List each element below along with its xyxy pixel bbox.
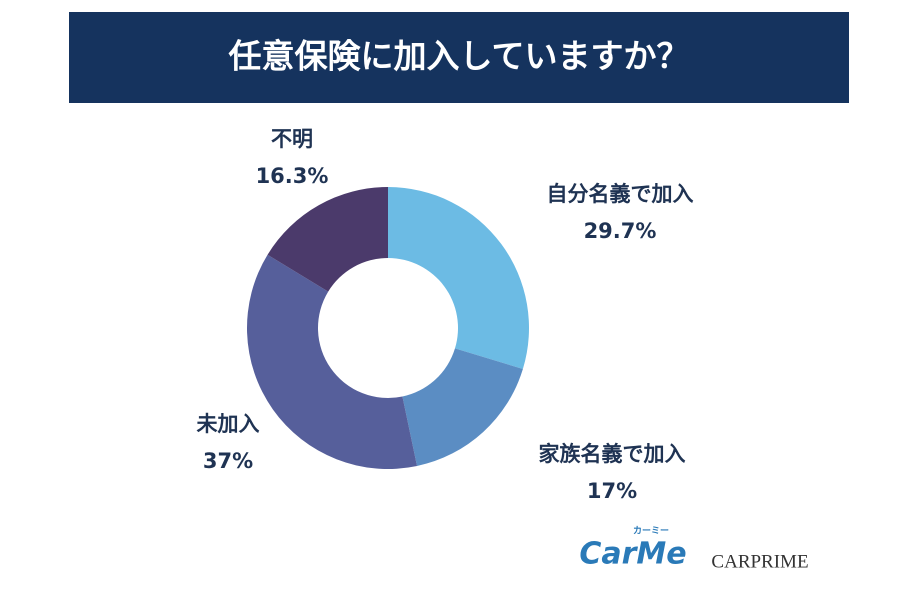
donut-slice: [267, 187, 388, 292]
value-label: 37%: [203, 449, 253, 473]
logo-carprime: CARPRIME: [711, 551, 808, 572]
slice-label: 未加入: [197, 412, 260, 436]
donut-slice: [388, 187, 529, 370]
logo-carme: CarMe: [579, 537, 686, 572]
logo-carme-kana: カーミー: [633, 526, 669, 537]
value-label: 17%: [587, 479, 637, 503]
value-label: 29.7%: [584, 219, 657, 243]
slice-label: 不明: [271, 127, 313, 151]
donut-slice: [402, 348, 523, 466]
chart-title: 任意保険に加入していますか？: [228, 37, 689, 76]
title-banner: [69, 12, 849, 103]
slice-label: 自分名義で加入: [547, 182, 694, 206]
value-label: 16.3%: [256, 164, 329, 188]
donut: [246, 187, 529, 469]
donut-slice: [246, 254, 418, 469]
slice-label: 家族名義で加入: [539, 442, 686, 466]
